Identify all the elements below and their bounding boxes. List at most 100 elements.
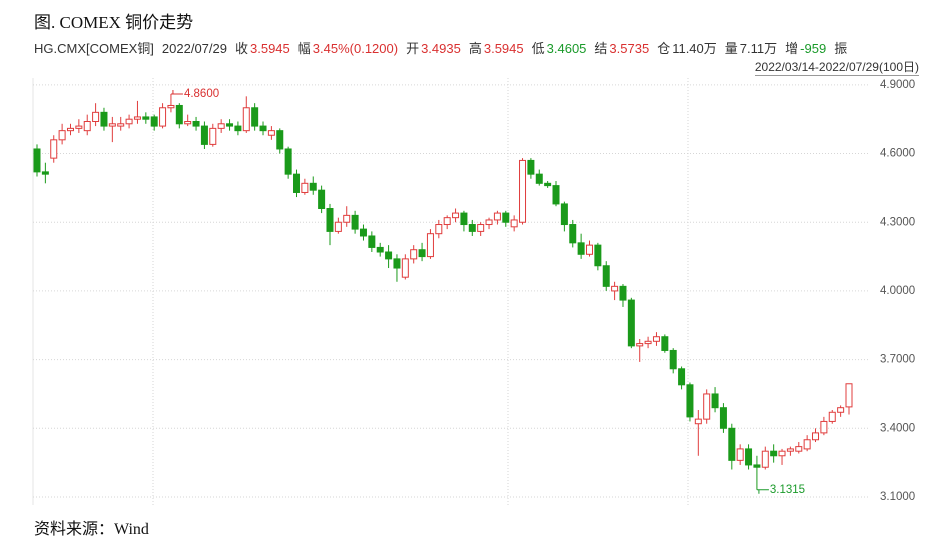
candle-body [452, 212, 460, 219]
candle-body [226, 123, 234, 127]
candle-body [58, 130, 66, 141]
candle-body [75, 125, 83, 129]
candle-body [276, 130, 284, 150]
candle-body [200, 125, 208, 145]
candle-body [184, 121, 192, 125]
candle-body [552, 185, 560, 205]
candle-body [661, 336, 669, 351]
source-note: 资料来源：Wind [34, 521, 149, 538]
candle-body [259, 125, 267, 132]
candle-body [770, 450, 778, 457]
candle-body [385, 251, 393, 260]
candle-body [786, 448, 794, 452]
info-label: 振 [834, 41, 848, 56]
candle-body [703, 393, 711, 420]
candle-body [426, 233, 434, 258]
candle-body [686, 384, 694, 418]
candle-body [728, 427, 736, 461]
candle-body [117, 123, 125, 127]
info-value: 3.4935 [421, 41, 461, 56]
candle-body [468, 224, 476, 232]
info-value: 7.11万 [739, 41, 778, 56]
info-value: 11.40万 [672, 41, 717, 56]
y-tick-label: 3.7000 [880, 354, 915, 366]
candle-body [828, 411, 836, 422]
info-label: 幅 [297, 41, 311, 56]
y-tick-label: 3.4000 [880, 422, 915, 434]
y-tick-label: 4.6000 [880, 148, 915, 160]
candle-body [159, 107, 167, 127]
candle-body [309, 182, 317, 191]
candle-body [167, 104, 175, 109]
candle-body [477, 224, 485, 232]
candle-body [535, 173, 543, 184]
candle-body [393, 258, 401, 269]
candle-body [150, 116, 158, 127]
candle-body [510, 219, 518, 228]
candle-body [753, 464, 761, 468]
date-range[interactable]: 2022/03/14-2022/07/29(100日) [754, 60, 919, 76]
candle-body [192, 121, 200, 127]
candle-body [108, 123, 116, 127]
candle-body [627, 299, 635, 347]
candle-body [636, 343, 644, 347]
candle-body [33, 148, 41, 173]
candle-body [50, 139, 58, 159]
candle-body [66, 127, 74, 132]
candle-body [125, 118, 133, 125]
info-label: 低 [531, 41, 545, 56]
candle-body [669, 349, 677, 370]
candle-body [293, 173, 301, 193]
y-tick-label: 4.9000 [880, 79, 915, 91]
candle-body [234, 125, 242, 132]
candle-body [577, 242, 585, 255]
info-value: 3.4605 [546, 41, 587, 56]
candle-body [359, 228, 367, 237]
extreme-label: 4.8600 [184, 88, 219, 100]
candle-body [745, 448, 753, 466]
candle-body [585, 244, 593, 255]
candle-body [485, 219, 493, 226]
candle-body [83, 121, 91, 132]
candle-body [719, 407, 727, 429]
candle-body [41, 171, 49, 175]
info-label: 仓 [657, 41, 671, 56]
info-value: 3.5735 [609, 41, 650, 56]
candle-body [267, 130, 275, 136]
candle-body [92, 111, 100, 123]
info-label: 高 [468, 41, 482, 56]
candle-body [611, 285, 619, 292]
candle-body [351, 214, 359, 230]
candle-body [544, 182, 552, 187]
candle-body [694, 418, 702, 425]
candle-body [460, 212, 468, 226]
candle-body [209, 127, 217, 145]
candle-body [619, 285, 627, 301]
candle-body [845, 383, 853, 408]
info-label: 量 [724, 41, 738, 56]
candle-body [242, 107, 250, 132]
candle-body [284, 148, 292, 175]
candle-body [435, 224, 443, 235]
label-leader [170, 90, 183, 95]
candle-body [837, 407, 845, 413]
candle-body [326, 208, 334, 232]
candle-body [493, 212, 501, 221]
info-label: 结 [594, 41, 608, 56]
candle-body [602, 265, 610, 287]
candle-body [443, 217, 451, 226]
info-value: 3.5945 [250, 41, 290, 56]
candle-body [652, 336, 660, 342]
candle-body [678, 368, 686, 386]
y-tick-label: 3.1000 [880, 491, 915, 503]
info-value: 3.5945 [483, 41, 524, 56]
date: 2022/07/29 [161, 41, 227, 56]
candle-body [644, 340, 652, 345]
y-tick-label: 4.0000 [880, 285, 915, 297]
candle-body [100, 111, 108, 127]
candle-body [142, 116, 150, 120]
candle-body [569, 224, 577, 244]
candle-body [418, 249, 426, 258]
info-value: -959 [800, 41, 827, 56]
candle-body [795, 446, 803, 452]
